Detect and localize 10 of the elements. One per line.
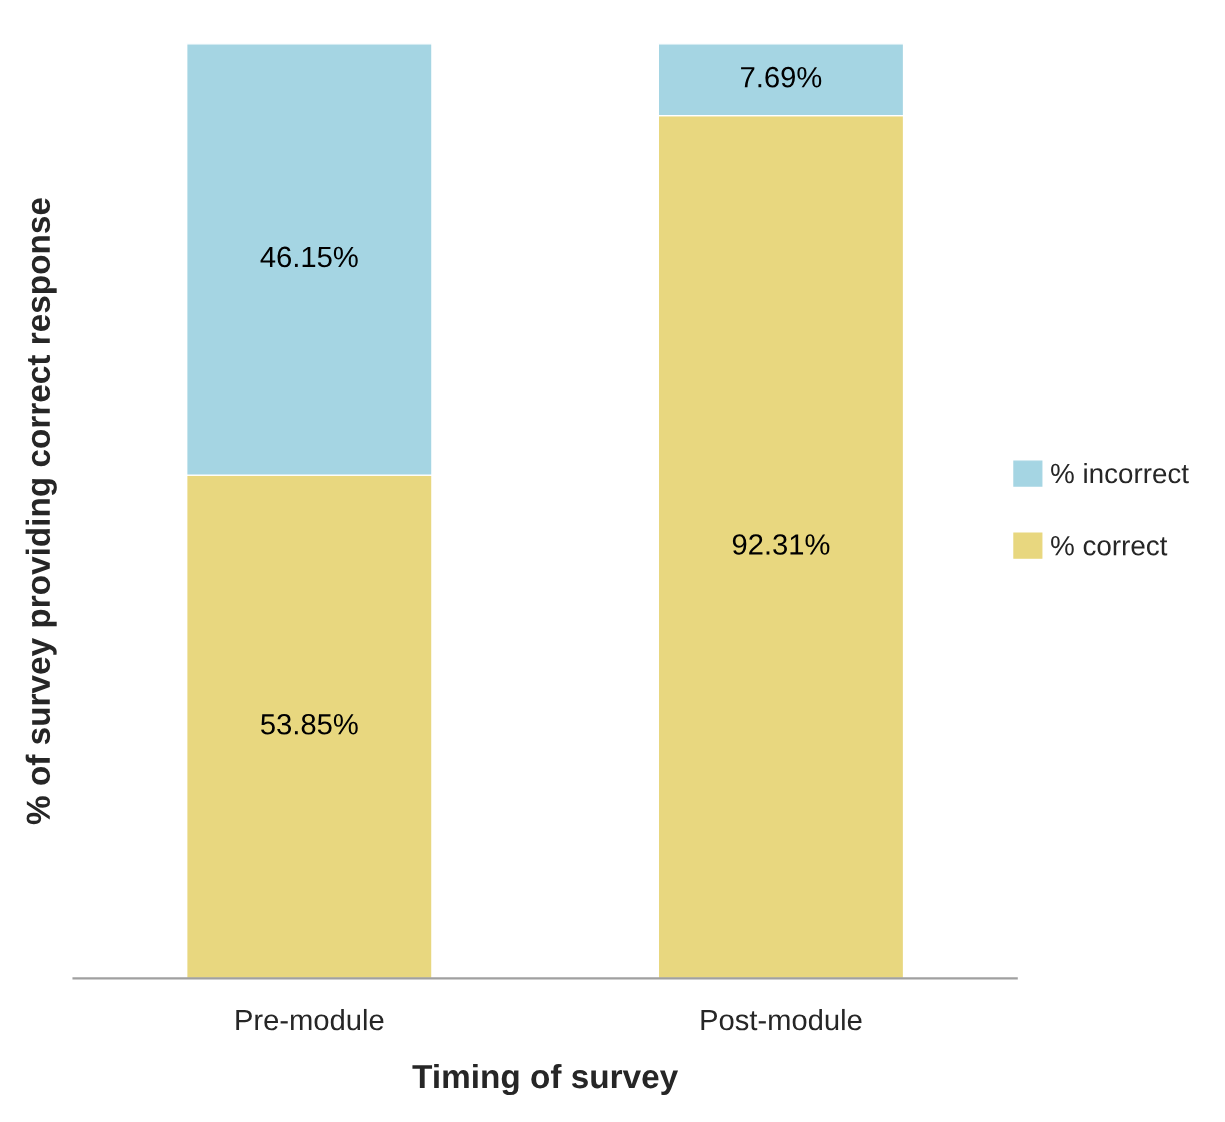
x-axis-title: Timing of survey — [412, 1063, 679, 1096]
data-label: 53.85% — [261, 713, 358, 735]
data-label: 92.31% — [732, 534, 830, 555]
legend-label: % correct — [1051, 535, 1168, 556]
x-tick-label: Post-module — [701, 1008, 862, 1031]
legend-label: % incorrect — [1051, 462, 1189, 484]
x-tick-label: Pre-module — [236, 1008, 384, 1031]
data-label: 46.15% — [260, 246, 358, 268]
data-label: 7.69% — [741, 66, 822, 88]
y-axis-title: % of survey providing correct response — [25, 198, 57, 825]
